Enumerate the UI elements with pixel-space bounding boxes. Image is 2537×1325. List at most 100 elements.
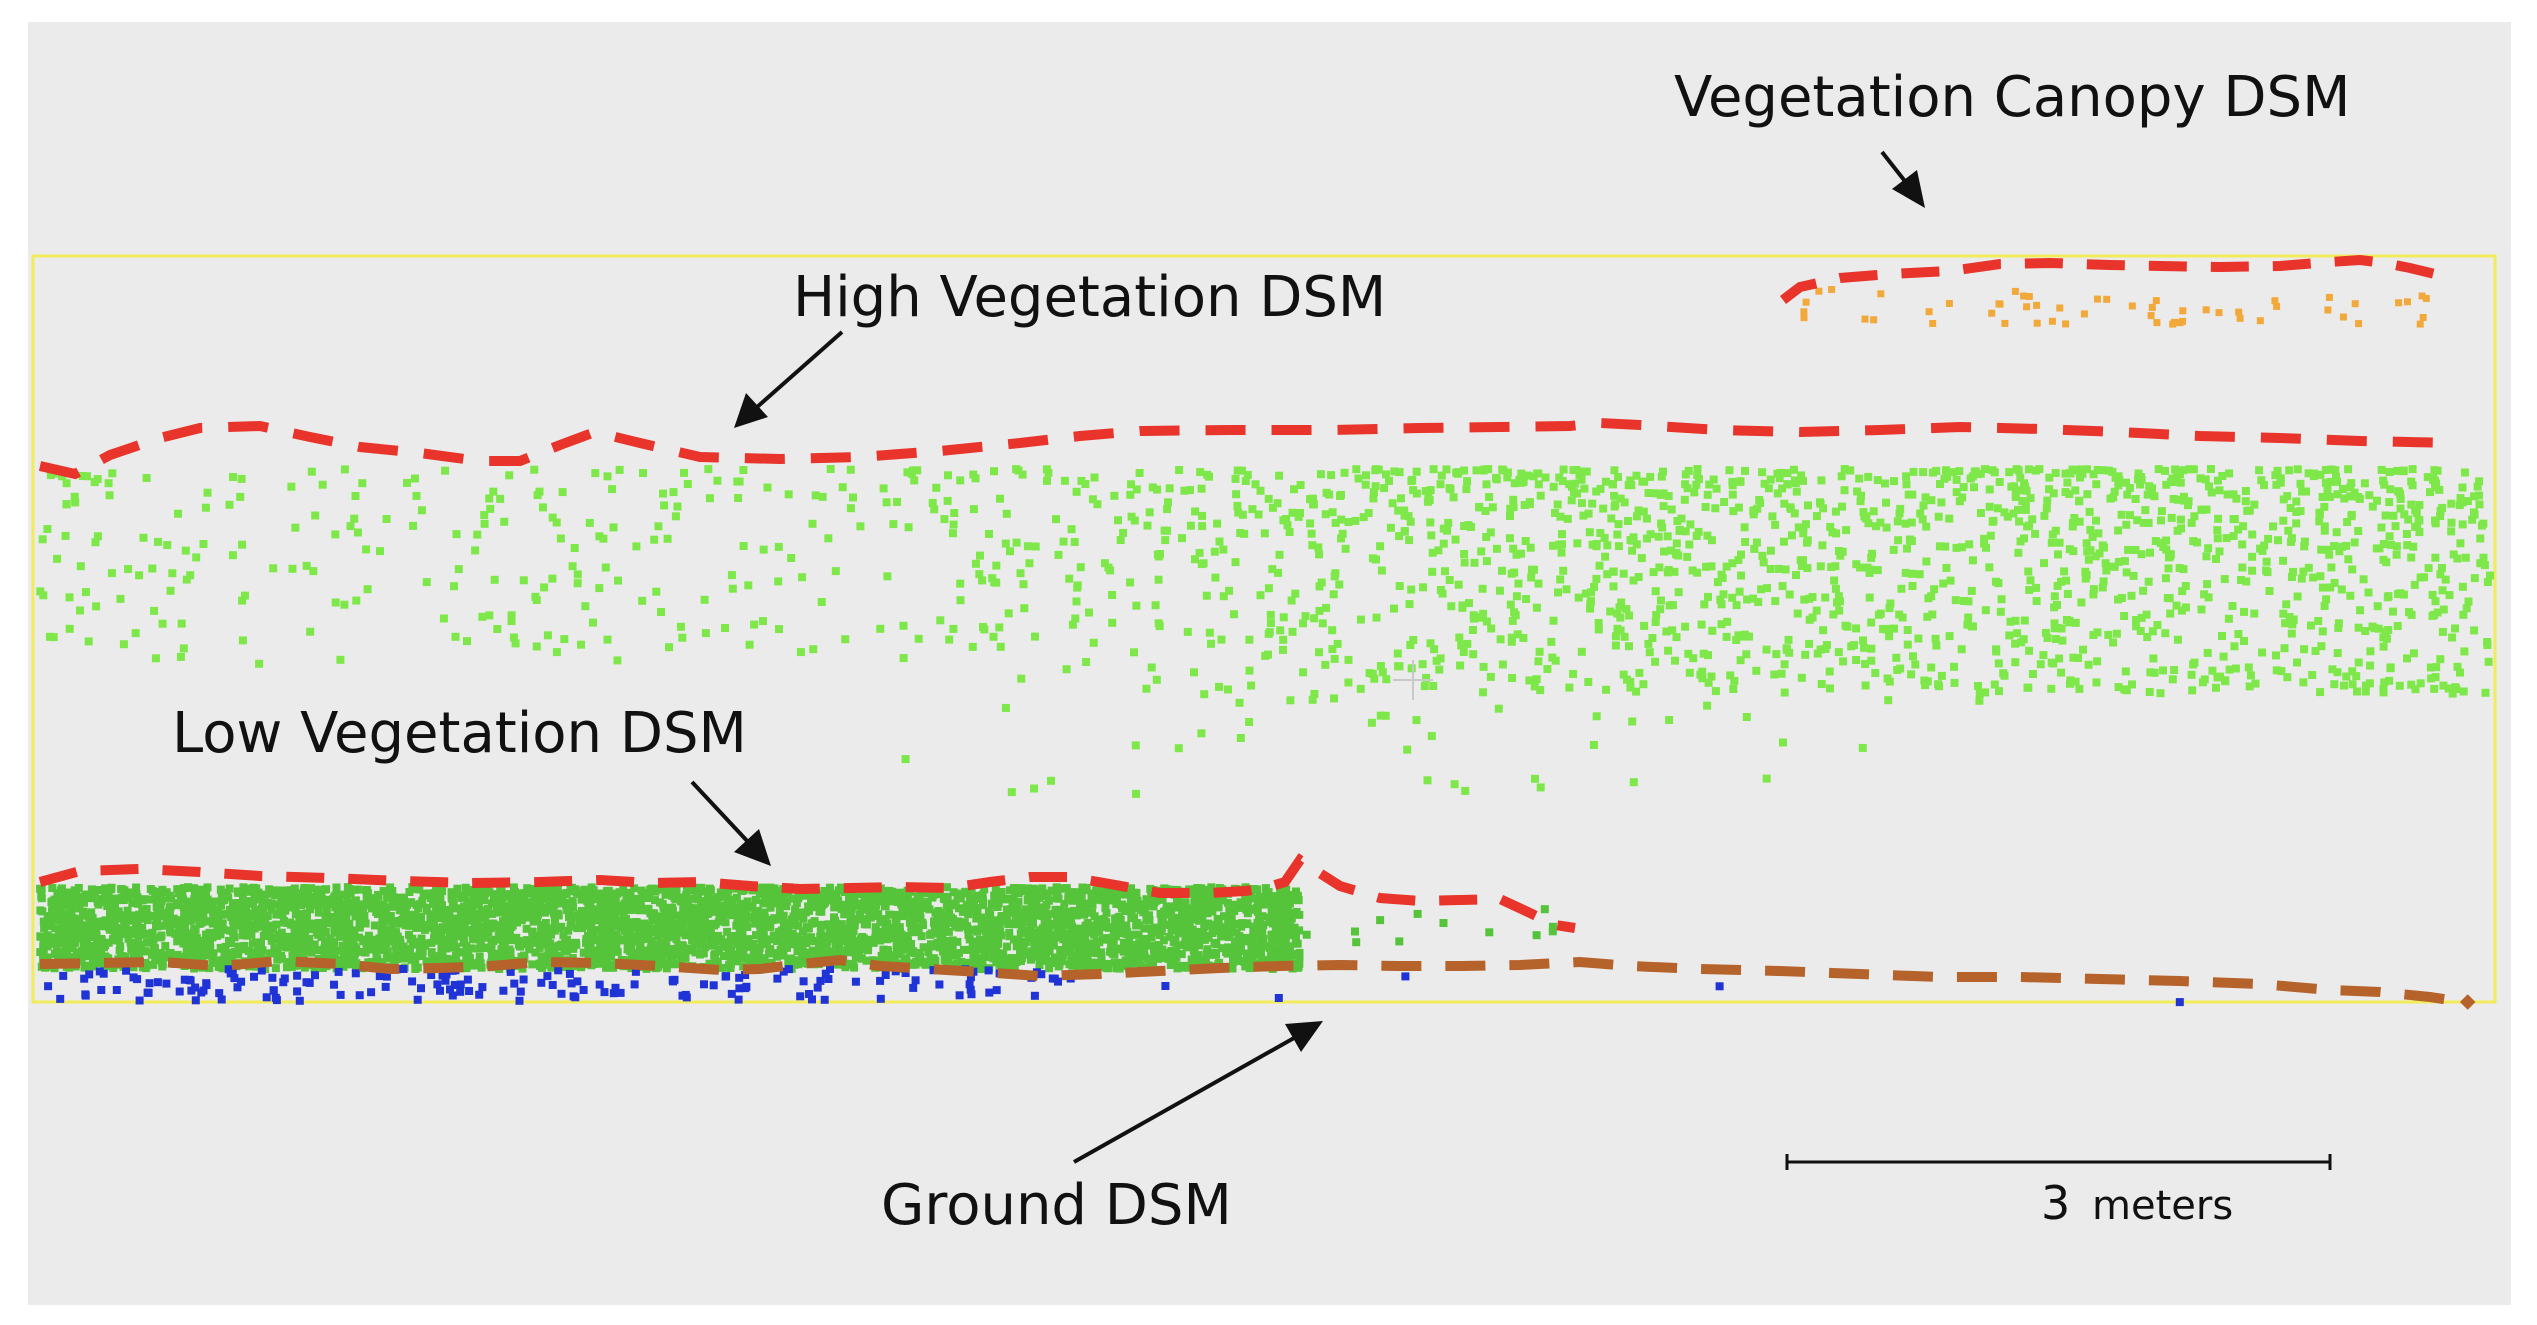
point <box>2201 475 2210 484</box>
point <box>1463 477 1472 486</box>
point <box>2022 486 2031 495</box>
point <box>2389 511 2398 520</box>
point <box>1619 670 1628 679</box>
point <box>535 943 544 952</box>
point <box>942 903 951 912</box>
point <box>693 915 702 923</box>
point <box>2436 507 2445 515</box>
point <box>1088 495 1097 504</box>
point <box>1801 650 1810 659</box>
point <box>2333 649 2342 658</box>
point <box>1423 776 1432 785</box>
point <box>2051 469 2060 477</box>
point <box>259 932 268 940</box>
point <box>1555 540 1564 549</box>
point <box>1547 637 1556 646</box>
point <box>2024 567 2033 576</box>
point <box>1939 579 1948 588</box>
point <box>656 885 665 894</box>
point <box>222 890 231 899</box>
point <box>951 899 960 908</box>
point <box>2333 490 2342 499</box>
point <box>1283 521 1292 530</box>
point <box>1708 626 1717 635</box>
point <box>1896 664 1905 673</box>
point <box>671 512 680 521</box>
point <box>2014 548 2023 557</box>
point <box>1639 507 1648 516</box>
point <box>818 492 827 501</box>
point <box>2402 530 2411 538</box>
point <box>203 895 212 904</box>
point <box>1282 919 1291 928</box>
point <box>116 924 125 933</box>
point <box>1902 472 1911 481</box>
point <box>480 519 489 528</box>
point <box>496 494 505 503</box>
point <box>750 620 759 629</box>
dsm-scene <box>31 150 2497 1170</box>
point <box>1161 536 1170 545</box>
point <box>2304 469 2313 478</box>
point <box>1006 547 1014 556</box>
point <box>2153 621 2162 629</box>
point <box>2050 624 2059 633</box>
point <box>405 888 414 896</box>
point <box>288 951 297 960</box>
point <box>1523 471 1532 480</box>
point <box>1610 502 1619 511</box>
point <box>1253 907 1262 916</box>
point <box>2389 607 2397 616</box>
point <box>1014 935 1023 944</box>
point <box>1836 597 1844 606</box>
point <box>1132 789 1140 798</box>
point <box>560 635 569 644</box>
point <box>1871 669 1880 677</box>
point <box>364 931 373 940</box>
point <box>232 905 241 914</box>
point <box>608 485 617 494</box>
point <box>2447 527 2456 536</box>
point <box>1068 896 1077 905</box>
point <box>1509 544 1518 553</box>
point <box>39 591 48 600</box>
point <box>1004 955 1012 964</box>
point <box>1004 609 1013 618</box>
point <box>1054 962 1063 971</box>
point <box>1620 498 1629 507</box>
point-cloud-frame <box>31 254 2497 1004</box>
point <box>948 936 957 945</box>
point <box>2374 624 2383 633</box>
point <box>2114 526 2123 535</box>
point <box>2279 495 2288 504</box>
point <box>1635 668 1644 677</box>
point <box>1861 660 1870 668</box>
point <box>89 923 98 932</box>
point <box>2051 635 2060 643</box>
point <box>558 488 567 497</box>
point <box>1629 778 1638 787</box>
point <box>2407 680 2416 689</box>
point <box>1717 620 1726 629</box>
point <box>1241 962 1250 971</box>
point <box>2221 676 2229 685</box>
point <box>564 926 573 935</box>
point <box>1134 930 1143 939</box>
point <box>2475 477 2484 486</box>
point <box>2333 668 2342 677</box>
point <box>2407 610 2416 619</box>
point <box>1737 571 1746 580</box>
point <box>1882 498 1890 507</box>
point <box>1243 470 1252 479</box>
point <box>1494 704 1503 713</box>
point <box>2436 512 2445 520</box>
point <box>1006 886 1014 895</box>
point <box>93 532 102 541</box>
point <box>562 902 571 910</box>
point <box>1644 489 1653 497</box>
point <box>980 885 989 894</box>
point <box>1142 684 1151 693</box>
point <box>1062 665 1071 674</box>
point <box>1551 656 1560 665</box>
point <box>2150 492 2159 501</box>
